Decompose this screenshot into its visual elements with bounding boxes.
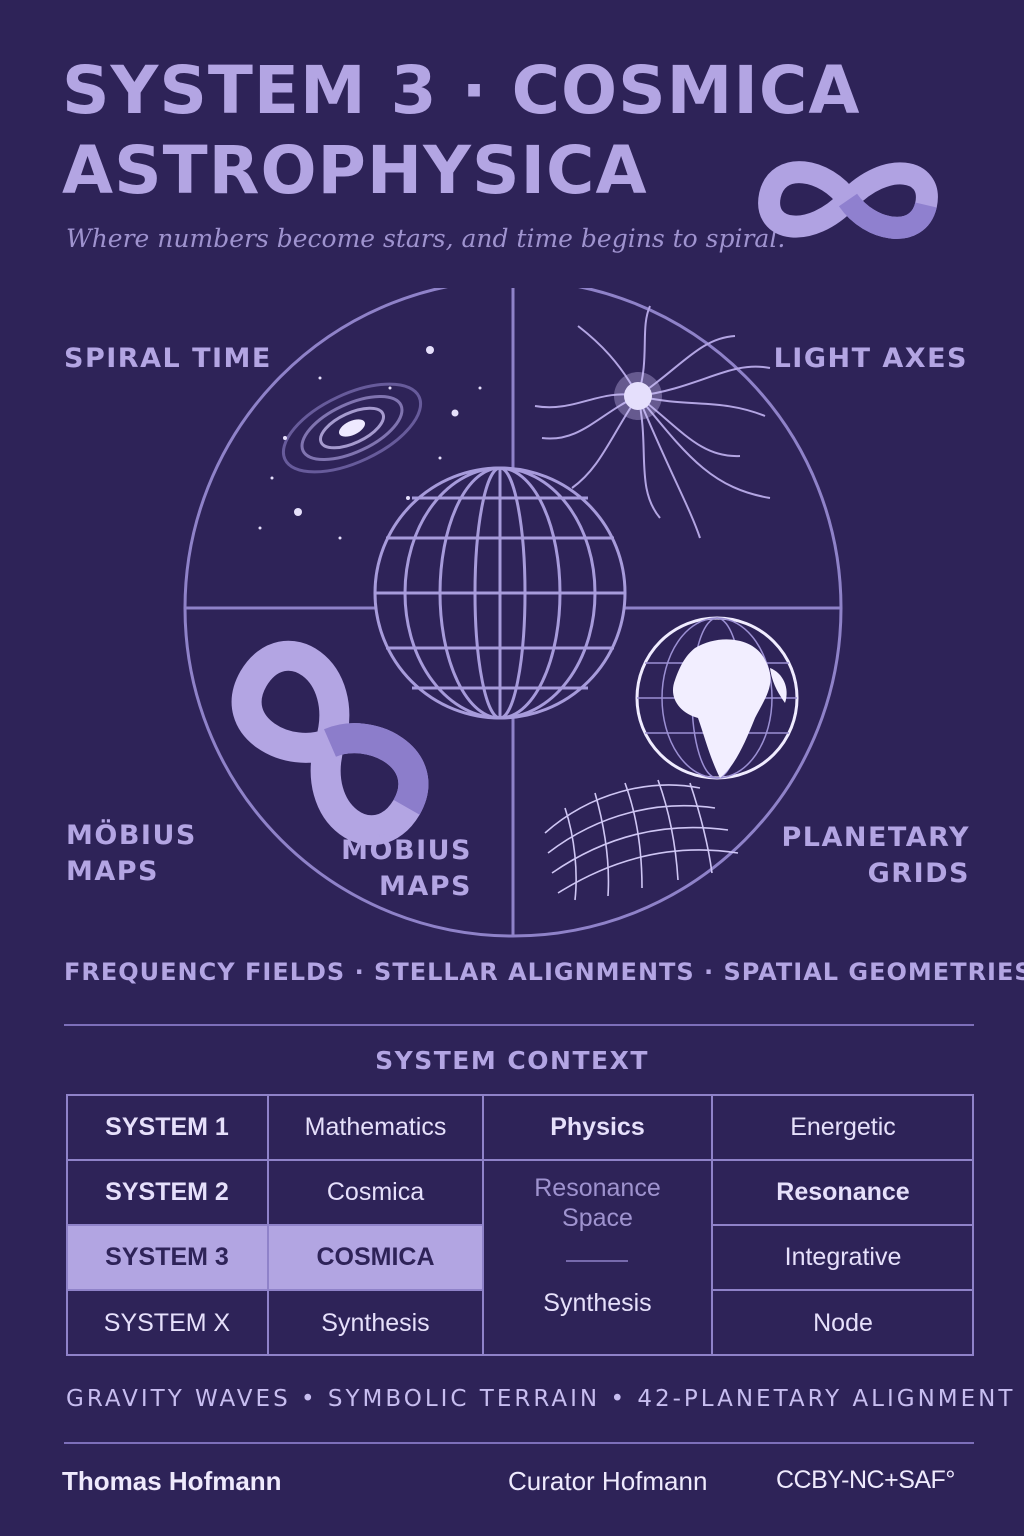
footer-strip: GRAVITY WAVES • SYMBOLIC TERRAIN • 42-PL… <box>66 1386 1016 1412</box>
table-grid <box>66 1094 974 1356</box>
synthesis-col3-cell: Synthesis <box>543 1288 652 1317</box>
infinity-icon <box>758 161 938 239</box>
subtitle-strip: FREQUENCY FIELDS · STELLAR ALIGNMENTS · … <box>64 958 1024 986</box>
label-line: MAPS <box>66 856 159 887</box>
divider-bottom <box>64 1442 974 1444</box>
license-label: CCBY-NC+SAF° <box>776 1466 955 1494</box>
earth-globe-icon <box>635 616 799 780</box>
label-spiral-time: SPIRAL TIME <box>64 343 272 374</box>
starburst-icon <box>534 305 771 539</box>
wireframe-globe-icon <box>373 466 627 720</box>
system-1-cell: SYSTEM 1 <box>105 1112 229 1141</box>
planetary-grid-icon <box>544 779 739 901</box>
label-line: MÖBIUS <box>66 820 197 851</box>
label-mobius-maps-outer: MÖBIUS MAPS <box>66 818 197 890</box>
spiral-galaxy-icon <box>281 382 423 474</box>
integrative-cell: Integrative <box>784 1243 902 1271</box>
resonance-line: Resonance <box>534 1174 661 1202</box>
node-cell: Node <box>813 1308 873 1337</box>
mobius-strip-icon <box>231 640 429 846</box>
label-line: MÖBIUS <box>341 835 472 866</box>
system-3-cell: SYSTEM 3 <box>105 1243 229 1271</box>
label-line: MAPS <box>379 871 472 902</box>
author-name: Thomas Hofmann <box>62 1466 282 1496</box>
resonance-cell: Resonance <box>776 1178 910 1206</box>
synthesis-cell: Synthesis <box>321 1308 430 1337</box>
label-light-axes: LIGHT AXES <box>773 343 968 374</box>
title-line-1: SYSTEM 3 · COSMICA <box>62 52 861 129</box>
energetic-cell: Energetic <box>790 1112 896 1141</box>
space-line: Space <box>562 1204 633 1232</box>
star-field <box>258 346 482 540</box>
tagline: Where numbers become stars, and time beg… <box>66 224 786 253</box>
label-mobius-maps-inner: MÖBIUS MAPS <box>332 833 472 905</box>
label-line: GRIDS <box>867 858 970 889</box>
title-line-2: ASTROPHYSICA <box>62 132 648 209</box>
mathematics-cell: Mathematics <box>304 1112 447 1141</box>
system-x-cell: SYSTEM X <box>103 1308 231 1337</box>
resonance-space-cell: Resonance Space <box>483 1168 712 1238</box>
context-table: SYSTEM 1 Mathematics Physics Energetic S… <box>66 1094 974 1356</box>
cosmica-highlight-cell: COSMICA <box>316 1243 435 1271</box>
cosmic-diagram <box>183 288 843 938</box>
context-heading: SYSTEM CONTEXT <box>375 1046 649 1075</box>
divider-top <box>64 1024 974 1026</box>
highlight-row-bg <box>67 1225 483 1290</box>
cosmica-cell: Cosmica <box>326 1178 425 1206</box>
curator-name: Curator Hofmann <box>508 1466 708 1496</box>
label-line: PLANETARY <box>781 822 970 853</box>
label-planetary-grids: PLANETARY GRIDS <box>781 820 970 892</box>
system-2-cell: SYSTEM 2 <box>105 1178 229 1206</box>
physics-cell: Physics <box>550 1112 645 1141</box>
